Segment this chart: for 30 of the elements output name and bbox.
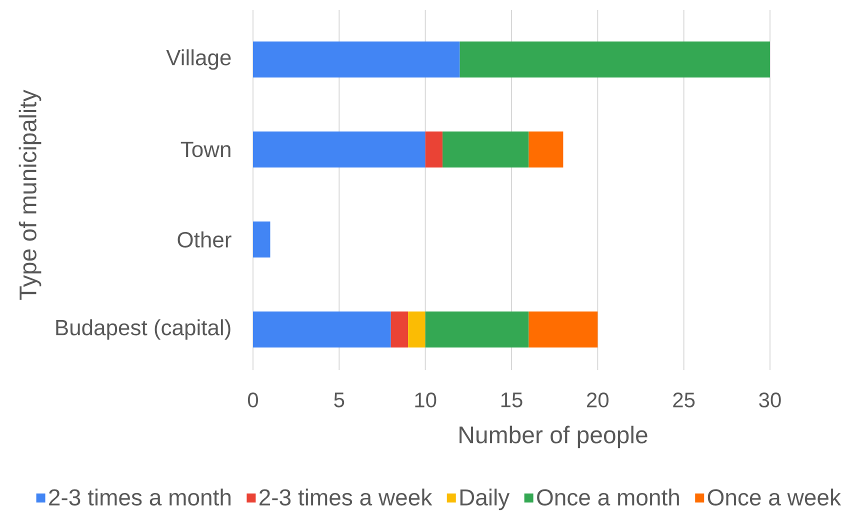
bar (253, 311, 391, 348)
legend-label: Once a month (537, 488, 679, 506)
bar (390, 311, 408, 348)
legend-label: 2-3 times a week (260, 488, 432, 506)
legend-label: Once a week (708, 488, 842, 506)
x-tick-label: 10 (415, 392, 436, 408)
bar (253, 42, 460, 78)
bar (253, 221, 270, 258)
x-tick-label: 20 (587, 392, 609, 408)
x-tick-label: 5 (334, 392, 344, 408)
y-tick-label: Other (178, 231, 232, 248)
x-tick-label: 30 (759, 392, 781, 408)
x-tick-label: 25 (673, 392, 695, 408)
bar (460, 42, 770, 78)
y-axis-title: Type of municipality (18, 90, 42, 300)
legend-label: Daily (460, 488, 510, 510)
x-tick-label: 0 (248, 392, 258, 408)
y-tick-label: Town (180, 142, 230, 158)
x-tick-label: 15 (501, 392, 522, 408)
legend-label: 2-3 times a month (49, 488, 230, 506)
bar (528, 311, 598, 348)
bar (253, 131, 426, 168)
bar (528, 131, 564, 168)
x-axis-title: Number of people (460, 426, 648, 448)
y-tick-label: Village (166, 49, 231, 70)
y-tick-label: Budapest (capital) (56, 319, 230, 340)
bar (442, 131, 529, 168)
bar (425, 131, 443, 168)
bar (408, 311, 426, 348)
bar (425, 311, 529, 348)
